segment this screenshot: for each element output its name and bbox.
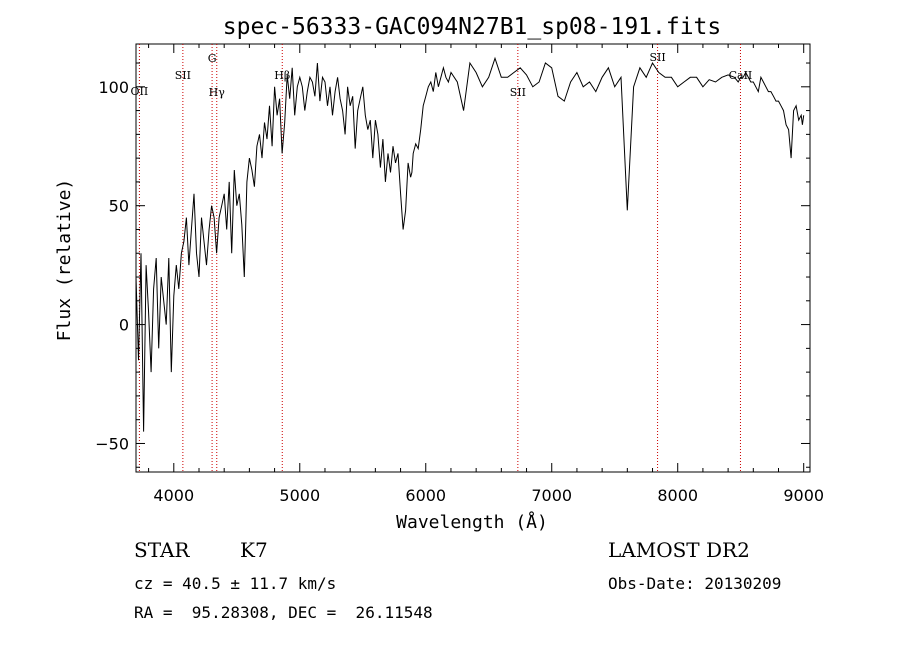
spectral-line-label: G — [208, 52, 217, 65]
spectral-line-label: Hγ — [209, 86, 226, 99]
spectral-line-label: SII — [510, 86, 526, 99]
y-tick-label: 100 — [98, 78, 129, 97]
redshift-velocity: cz = 40.5 ± 11.7 km/s — [134, 574, 337, 593]
x-tick-label: 7000 — [531, 486, 572, 505]
y-tick-label: −50 — [95, 434, 129, 453]
spectral-line-markers: OII SII G Hγ Hβ SII SII CaII — [131, 44, 753, 472]
object-subclass: K7 — [240, 538, 268, 562]
spectral-line-label: SII — [649, 51, 665, 64]
y-tick-label: 0 — [119, 316, 129, 335]
x-tick-label: 6000 — [405, 486, 446, 505]
object-class: STAR — [134, 538, 190, 562]
y-axis-ticks: −50 0 50 100 — [95, 62, 810, 468]
survey-name: LAMOST DR2 — [608, 538, 750, 562]
observation-date: Obs-Date: 20130209 — [608, 574, 782, 593]
x-tick-label: 4000 — [153, 486, 194, 505]
spectral-line-label: Hβ — [274, 69, 290, 82]
spectral-line-label: OII — [131, 85, 149, 98]
x-tick-label: 9000 — [783, 486, 824, 505]
spectrum-line — [135, 56, 805, 432]
spectral-line-label: CaII — [729, 69, 753, 82]
chart-title: spec-56333-GAC094N27B1_sp08-191.fits — [223, 14, 722, 40]
x-axis-ticks: 4000 5000 6000 7000 8000 9000 — [148, 44, 824, 505]
spectral-line-label: SII — [175, 69, 191, 82]
y-tick-label: 50 — [109, 197, 129, 216]
coordinates: RA = 95.28308, DEC = 26.11548 — [134, 603, 433, 622]
x-tick-label: 5000 — [279, 486, 320, 505]
y-axis-label: Flux (relative) — [54, 179, 75, 342]
x-tick-label: 8000 — [657, 486, 698, 505]
x-axis-label: Wavelength (Å) — [396, 511, 548, 533]
plot-frame — [135, 43, 811, 473]
